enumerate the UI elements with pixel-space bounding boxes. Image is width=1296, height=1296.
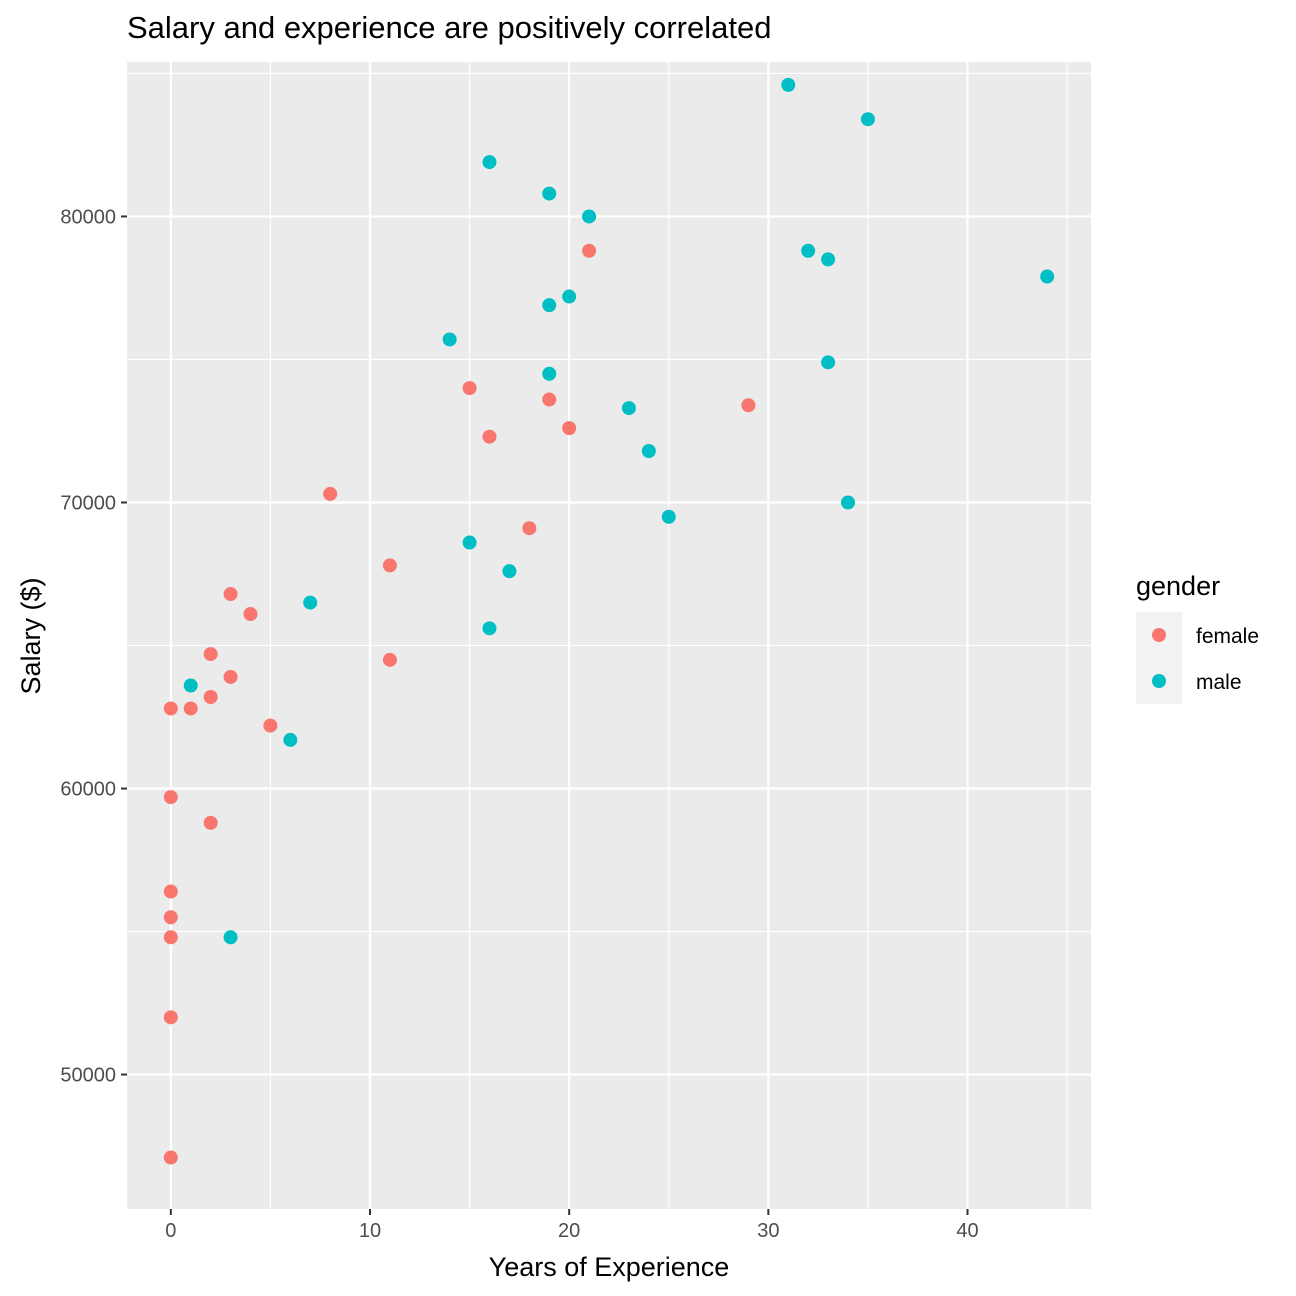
data-point-female — [741, 398, 756, 413]
data-point-female — [163, 930, 178, 945]
data-point-female — [263, 718, 278, 733]
legend-label-male: male — [1196, 671, 1242, 694]
data-point-male — [303, 595, 318, 610]
y-tick-label: 80000 — [60, 206, 116, 228]
data-point-male — [183, 678, 198, 693]
data-point-female — [382, 652, 397, 667]
data-point-female — [203, 689, 218, 704]
data-point-male — [621, 401, 636, 416]
legend: gender female male — [1136, 571, 1259, 704]
data-point-female — [223, 587, 238, 602]
data-point-male — [482, 155, 497, 170]
data-point-female — [382, 558, 397, 573]
legend-key-male — [1152, 674, 1166, 688]
data-point-female — [582, 243, 597, 258]
x-axis: 0 10 20 30 40 — [165, 1209, 979, 1242]
data-point-male — [641, 444, 656, 459]
plot-panel — [127, 62, 1091, 1209]
data-point-male — [542, 298, 557, 313]
data-point-male — [841, 495, 856, 510]
x-tick-label: 20 — [558, 1220, 580, 1242]
data-point-male — [223, 930, 238, 945]
minor-gridlines — [127, 62, 1091, 1209]
data-point-female — [243, 607, 258, 622]
data-point-male — [562, 289, 577, 304]
data-point-male — [661, 509, 676, 524]
legend-key-background — [1136, 612, 1182, 704]
x-tick-label: 30 — [757, 1220, 779, 1242]
data-point-male — [283, 732, 298, 747]
chart-title: Salary and experience are positively cor… — [127, 10, 771, 45]
data-point-female — [183, 701, 198, 716]
data-point-male — [1040, 269, 1055, 284]
legend-key-female — [1152, 628, 1166, 642]
y-axis: 50000 60000 70000 80000 — [60, 206, 127, 1087]
x-tick-label: 0 — [165, 1220, 176, 1242]
data-point-female — [562, 421, 577, 436]
data-point-female — [542, 392, 557, 407]
data-point-male — [462, 535, 477, 550]
data-point-female — [163, 790, 178, 805]
data-point-male — [542, 366, 557, 381]
data-point-female — [163, 884, 178, 899]
data-point-female — [323, 486, 338, 501]
data-point-male — [442, 332, 457, 347]
data-point-male — [860, 112, 875, 127]
x-axis-title: Years of Experience — [489, 1252, 730, 1282]
data-point-female — [462, 381, 477, 396]
data-point-male — [482, 621, 497, 636]
data-point-female — [223, 669, 238, 684]
y-tick-label: 70000 — [60, 492, 116, 514]
data-point-female — [163, 701, 178, 716]
data-point-female — [203, 647, 218, 662]
data-point-female — [163, 1150, 178, 1165]
data-point-male — [821, 355, 836, 370]
data-point-female — [203, 815, 218, 830]
data-point-female — [522, 521, 537, 536]
x-tick-label: 10 — [359, 1220, 381, 1242]
data-point-female — [482, 429, 497, 444]
data-point-male — [821, 252, 836, 267]
data-point-male — [542, 186, 557, 201]
data-point-male — [582, 209, 597, 224]
data-point-male — [502, 564, 517, 579]
legend-title: gender — [1136, 571, 1220, 601]
legend-label-female: female — [1196, 625, 1259, 648]
x-tick-label: 40 — [956, 1220, 978, 1242]
data-point-male — [801, 243, 816, 258]
legend-items: female male — [1136, 612, 1259, 704]
data-point-male — [781, 77, 796, 92]
y-axis-title: Salary ($) — [16, 577, 46, 694]
y-tick-label: 50000 — [60, 1065, 116, 1087]
y-tick-label: 60000 — [60, 779, 116, 801]
data-point-female — [163, 910, 178, 925]
data-point-female — [163, 1010, 178, 1025]
data-points — [163, 77, 1055, 1165]
